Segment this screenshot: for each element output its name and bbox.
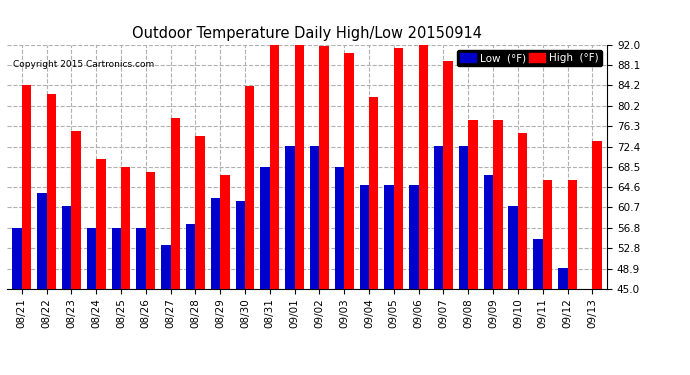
Text: Copyright 2015 Cartronics.com: Copyright 2015 Cartronics.com [13, 60, 154, 69]
Bar [146, 172, 155, 375]
Bar [47, 94, 56, 375]
Bar [170, 118, 180, 375]
Bar [543, 180, 552, 375]
Bar [493, 120, 502, 375]
Bar [409, 185, 419, 375]
Bar [384, 185, 394, 375]
Bar [558, 268, 567, 375]
Bar [484, 175, 493, 375]
Bar [344, 53, 354, 375]
Bar [220, 175, 230, 375]
Bar [270, 45, 279, 375]
Bar [533, 240, 543, 375]
Bar [186, 224, 195, 375]
Bar [121, 167, 130, 375]
Bar [459, 146, 469, 375]
Bar [444, 60, 453, 375]
Bar [195, 136, 205, 375]
Bar [260, 167, 270, 375]
Bar [319, 46, 329, 375]
Bar [87, 228, 96, 375]
Bar [37, 193, 47, 375]
Bar [235, 201, 245, 375]
Bar [419, 40, 428, 375]
Bar [211, 198, 220, 375]
Bar [509, 206, 518, 375]
Bar [434, 146, 444, 375]
Bar [96, 159, 106, 375]
Bar [245, 87, 255, 375]
Bar [394, 48, 403, 375]
Bar [22, 86, 31, 375]
Bar [295, 45, 304, 375]
Bar [583, 289, 592, 375]
Bar [518, 133, 527, 375]
Bar [359, 185, 369, 375]
Bar [137, 228, 146, 375]
Bar [335, 167, 344, 375]
Bar [592, 141, 602, 375]
Bar [12, 228, 22, 375]
Bar [62, 206, 71, 375]
Legend: Low  (°F), High  (°F): Low (°F), High (°F) [457, 50, 602, 66]
Bar [285, 146, 295, 375]
Title: Outdoor Temperature Daily High/Low 20150914: Outdoor Temperature Daily High/Low 20150… [132, 26, 482, 41]
Bar [71, 130, 81, 375]
Bar [161, 244, 170, 375]
Bar [112, 228, 121, 375]
Bar [310, 146, 319, 375]
Bar [567, 180, 577, 375]
Bar [469, 120, 477, 375]
Bar [369, 97, 379, 375]
